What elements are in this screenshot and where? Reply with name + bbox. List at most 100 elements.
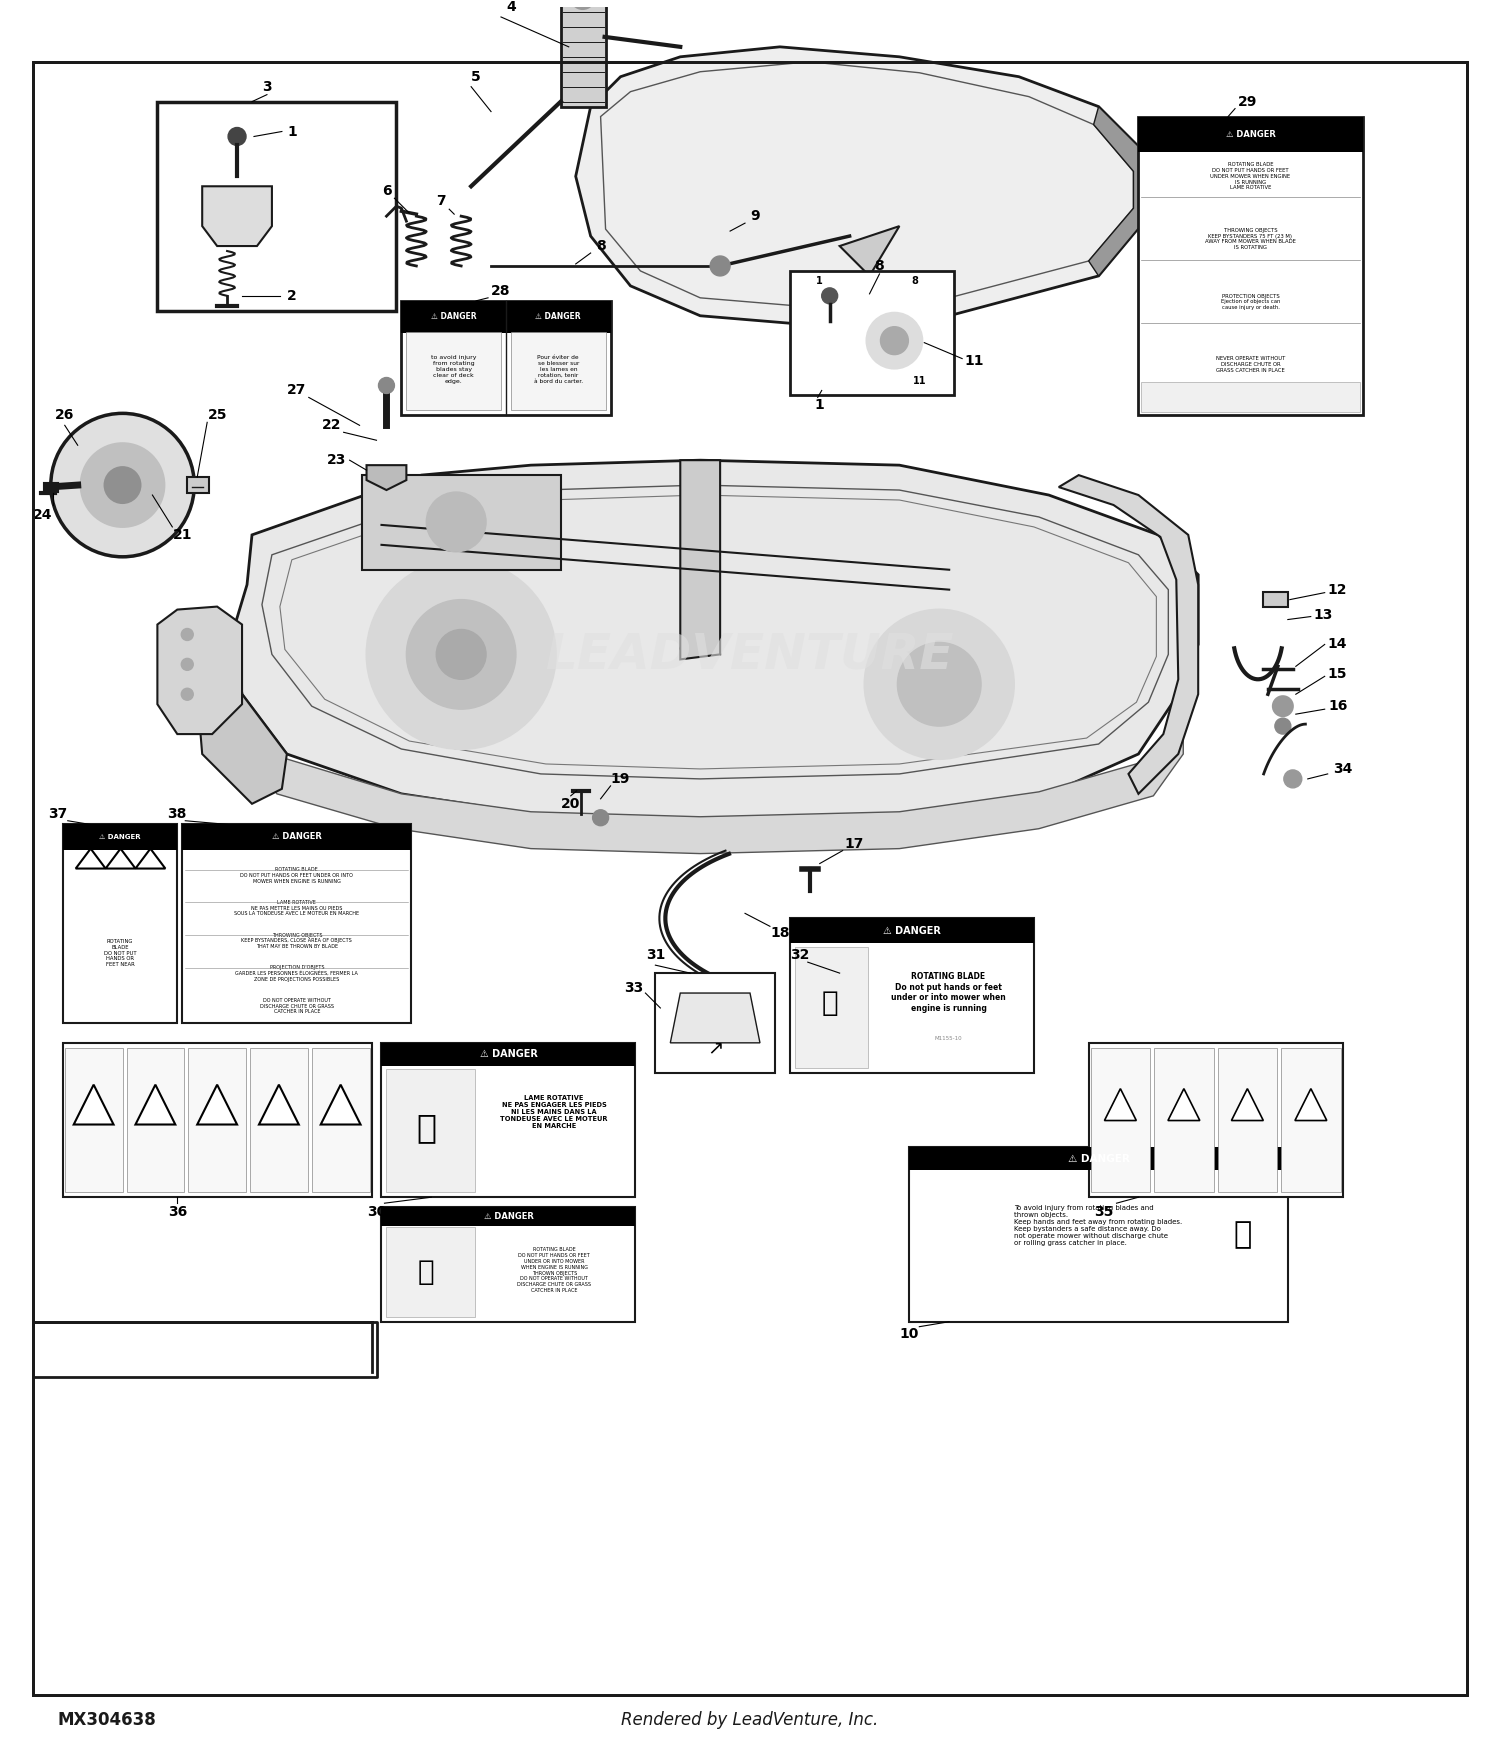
Polygon shape — [1294, 1088, 1328, 1120]
Polygon shape — [196, 1085, 237, 1125]
Bar — [1218, 1048, 1276, 1192]
Bar — [1138, 117, 1362, 152]
Bar — [790, 919, 1034, 1073]
Text: 8: 8 — [874, 259, 885, 273]
Text: 38: 38 — [168, 807, 188, 821]
Bar — [63, 1043, 372, 1197]
Bar — [506, 301, 610, 332]
Text: 7: 7 — [436, 194, 445, 208]
Text: ⚠ DANGER: ⚠ DANGER — [272, 833, 322, 842]
Text: 🏃: 🏃 — [417, 1258, 434, 1286]
Polygon shape — [105, 849, 135, 868]
Polygon shape — [1232, 1088, 1263, 1120]
Text: 31: 31 — [645, 949, 664, 963]
Text: Pour éviter de
se blesser sur
les lames en
rotation, tenir
à bord du carter.: Pour éviter de se blesser sur les lames … — [534, 355, 584, 383]
Text: ⚠ DANGER: ⚠ DANGER — [480, 1050, 537, 1059]
Text: 6: 6 — [381, 184, 392, 198]
Text: 8: 8 — [596, 240, 606, 254]
Circle shape — [182, 628, 194, 640]
Circle shape — [1284, 770, 1302, 788]
Bar — [387, 1069, 476, 1192]
Bar — [158, 102, 396, 312]
Text: 3: 3 — [262, 80, 272, 94]
Circle shape — [867, 313, 922, 369]
Text: 20: 20 — [561, 796, 580, 810]
Polygon shape — [1168, 1088, 1200, 1120]
Bar — [402, 301, 610, 415]
Text: 19: 19 — [610, 772, 630, 786]
Text: LEADVENTURE: LEADVENTURE — [546, 630, 954, 679]
Circle shape — [570, 0, 594, 9]
Text: LAME ROTATIVE
NE PAS ENGAGER LES PIEDS
NI LES MAINS DANS LA
TONDEUSE AVEC LE MOT: LAME ROTATIVE NE PAS ENGAGER LES PIEDS N… — [501, 1096, 608, 1129]
Bar — [63, 824, 177, 849]
Text: 36: 36 — [168, 1206, 188, 1220]
Text: 4: 4 — [506, 0, 516, 14]
Bar — [1138, 117, 1362, 415]
Text: 37: 37 — [48, 807, 68, 821]
Polygon shape — [670, 992, 760, 1043]
Text: 11: 11 — [964, 354, 984, 367]
Polygon shape — [33, 1321, 1467, 1696]
Text: 8: 8 — [910, 276, 918, 285]
Text: 21: 21 — [172, 528, 192, 542]
Text: 11: 11 — [912, 376, 926, 385]
Text: ⚠ DANGER: ⚠ DANGER — [1068, 1153, 1130, 1164]
Circle shape — [426, 492, 486, 551]
Text: LAME ROTATIVE
NE PAS METTRE LES MAINS OU PIEDS
SOUS LA TONDEUSE AVEC LE MOTEUR E: LAME ROTATIVE NE PAS METTRE LES MAINS OU… — [234, 900, 360, 917]
Polygon shape — [135, 849, 165, 868]
Polygon shape — [196, 665, 286, 803]
Text: To avoid injury from rotating blades and
thrown objects.
Keep hands and feet awa: To avoid injury from rotating blades and… — [1014, 1206, 1182, 1246]
Text: 26: 26 — [56, 408, 75, 422]
Text: ⚠ DANGER: ⚠ DANGER — [536, 312, 580, 322]
Bar — [251, 1048, 308, 1192]
Text: 32: 32 — [790, 949, 810, 963]
Text: 🚷: 🚷 — [822, 989, 839, 1017]
Circle shape — [1274, 696, 1293, 716]
Text: 23: 23 — [327, 453, 346, 467]
Bar — [402, 301, 506, 332]
Text: DO NOT OPERATE WITHOUT
DISCHARGE CHUTE OR GRASS
CATCHER IN PLACE: DO NOT OPERATE WITHOUT DISCHARGE CHUTE O… — [260, 997, 334, 1015]
Bar — [362, 474, 561, 570]
Text: 27: 27 — [286, 383, 306, 397]
Text: 33: 33 — [624, 982, 644, 996]
Text: NEVER OPERATE WITHOUT
DISCHARGE CHUTE OR
GRASS CATCHER IN PLACE: NEVER OPERATE WITHOUT DISCHARGE CHUTE OR… — [1216, 357, 1286, 373]
Bar — [1089, 1043, 1342, 1197]
Bar — [381, 1043, 636, 1066]
Circle shape — [864, 609, 1014, 760]
Text: 14: 14 — [1328, 637, 1347, 651]
Circle shape — [228, 128, 246, 145]
Polygon shape — [135, 1085, 176, 1125]
Polygon shape — [232, 460, 1198, 819]
Text: ⚠ DANGER: ⚠ DANGER — [1226, 130, 1275, 138]
Text: Rendered by LeadVenture, Inc.: Rendered by LeadVenture, Inc. — [621, 1712, 879, 1729]
Text: THROWING OBJECTS
KEEP BYSTANDERS 75 FT (23 M)
AWAY FROM MOWER WHEN BLADE
IS ROTA: THROWING OBJECTS KEEP BYSTANDERS 75 FT (… — [1204, 228, 1296, 250]
Text: 1: 1 — [286, 124, 297, 138]
Bar — [1090, 1048, 1150, 1192]
Bar — [189, 1048, 246, 1192]
Bar — [909, 1148, 1288, 1321]
Bar — [381, 1208, 636, 1225]
Polygon shape — [260, 1085, 299, 1125]
Bar — [909, 1148, 1288, 1171]
Circle shape — [366, 560, 556, 749]
Text: ROTATING BLADE
Do not put hands or feet
under or into mower when
engine is runni: ROTATING BLADE Do not put hands or feet … — [891, 973, 1007, 1013]
Text: 13: 13 — [1312, 607, 1332, 621]
Bar — [795, 947, 868, 1068]
Circle shape — [378, 378, 394, 394]
Text: 2: 2 — [286, 289, 297, 303]
Bar — [656, 973, 776, 1073]
Text: 30: 30 — [368, 1206, 386, 1220]
Polygon shape — [1089, 107, 1149, 276]
Text: 34: 34 — [1334, 761, 1353, 775]
Text: 12: 12 — [1328, 583, 1347, 597]
Text: PROJECTION D'OBJETS
GARDER LES PERSONNES ÉLOIGNÉES, FERMER LA
ZONE DE PROJECTION: PROJECTION D'OBJETS GARDER LES PERSONNES… — [236, 964, 358, 982]
Bar — [381, 1208, 636, 1321]
Text: ⚠ DANGER: ⚠ DANGER — [884, 926, 940, 936]
Text: MX304638: MX304638 — [58, 1712, 156, 1729]
Circle shape — [81, 443, 165, 527]
Bar — [790, 271, 954, 396]
Text: ROTATING BLADE
DO NOT PUT HANDS OR FEET
UNDER OR INTO MOWER
WHEN ENGINE IS RUNNI: ROTATING BLADE DO NOT PUT HANDS OR FEET … — [518, 1248, 591, 1293]
Polygon shape — [321, 1085, 360, 1125]
Polygon shape — [74, 1085, 114, 1125]
Polygon shape — [576, 47, 1149, 326]
